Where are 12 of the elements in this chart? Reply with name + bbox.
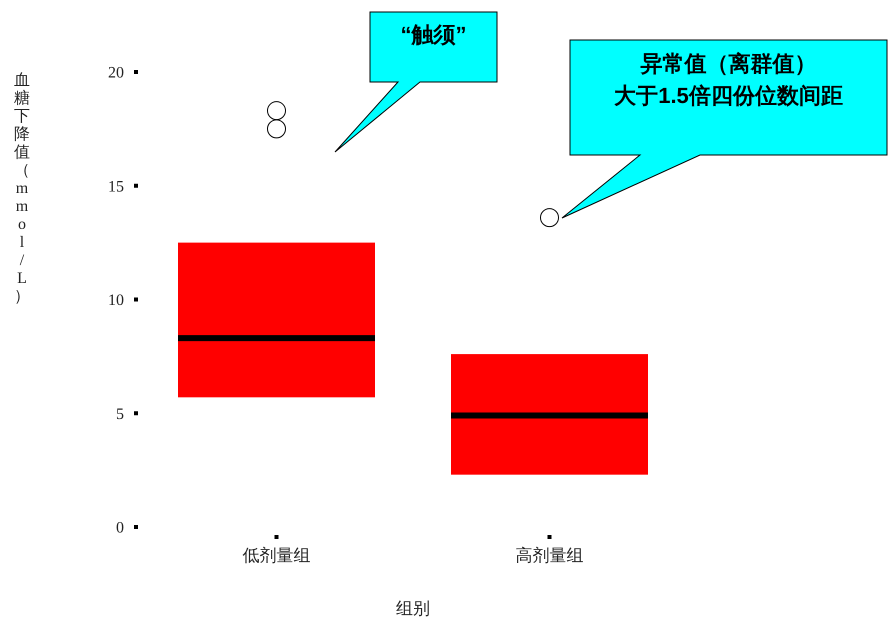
- y-tick-label: 10: [108, 292, 124, 310]
- x-axis-title: 组别: [395, 598, 431, 620]
- annotation: 大于1.5倍四份位数间距: [613, 82, 844, 110]
- x-tick-label: 高剂量组: [516, 546, 584, 565]
- y-tick-label: 20: [108, 64, 124, 82]
- annotation: 异常值（离群值）: [640, 50, 818, 78]
- text: “触须”: [400, 21, 468, 49]
- x-tick-label: 低剂量组: [242, 546, 310, 565]
- y-tick-label: 5: [116, 406, 124, 423]
- y-tick-label: 0: [116, 520, 124, 537]
- y-tick-label: 15: [108, 178, 124, 196]
- text: 血糖下降值（mmol/L）: [14, 72, 30, 305]
